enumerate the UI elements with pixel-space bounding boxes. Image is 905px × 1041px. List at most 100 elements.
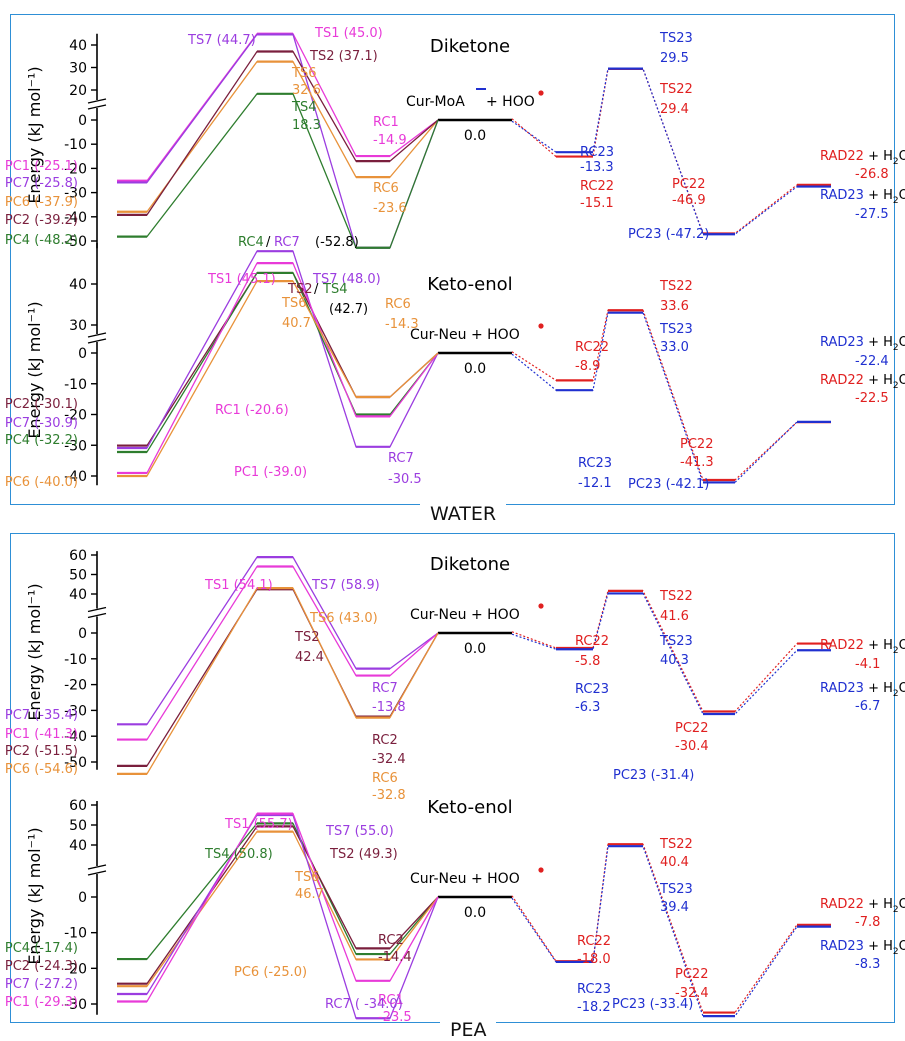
energy-label: / xyxy=(266,235,271,250)
energy-label: -22.4 xyxy=(855,354,889,369)
energy-label: TS22 xyxy=(659,279,693,294)
y-tick-label: 40 xyxy=(69,38,87,54)
energy-label: RC7 xyxy=(388,451,414,466)
y-tick-label: 30 xyxy=(69,61,87,77)
energy-label: TS23 xyxy=(659,31,693,46)
energy-label: RC23 xyxy=(575,682,609,697)
energy-label: -4.1 xyxy=(855,657,880,672)
axis-break-mark xyxy=(87,864,107,870)
energy-label: PC22 xyxy=(680,437,713,452)
energy-label: 40.4 xyxy=(660,855,689,870)
axis-break-mark xyxy=(87,612,107,619)
energy-label: TS2 xyxy=(294,630,319,645)
energy-label: TS2 xyxy=(287,282,312,297)
axis-break-mark xyxy=(87,98,107,104)
energy-label: 46.7 xyxy=(295,887,324,902)
energy-label: TS2 (49.3) xyxy=(329,847,398,862)
y-tick-label: -30 xyxy=(64,186,87,202)
energy-label: TS23 xyxy=(659,322,693,337)
energy-label: 40.3 xyxy=(660,653,689,668)
reference-label-2: + HOO xyxy=(486,94,535,110)
energy-label: -14.4 xyxy=(378,950,412,965)
y-tick-label: 0 xyxy=(78,113,87,129)
axis-break-gap xyxy=(94,608,100,617)
water-subscript: 2 xyxy=(893,381,899,391)
y-tick-label: 30 xyxy=(69,318,87,334)
energy-label: RC1 (-20.6) xyxy=(215,403,289,418)
energy-label: RC7 xyxy=(372,681,398,696)
energy-label: / xyxy=(314,282,319,297)
water-o: O xyxy=(899,897,905,912)
water-subscript: 2 xyxy=(893,646,899,656)
axis-break-gap xyxy=(94,334,100,342)
energy-label: -14.9 xyxy=(373,133,407,148)
water-subscript: 2 xyxy=(893,157,899,167)
energy-label: RAD22 + H2O xyxy=(820,373,905,391)
energy-label: TS7 (55.0) xyxy=(325,824,394,839)
pathway-23-connector xyxy=(511,312,798,484)
water-product-label: + H xyxy=(864,188,893,203)
water-product-label: + H xyxy=(864,939,893,954)
energy-label: -26.8 xyxy=(855,167,889,182)
energy-label: RC6 xyxy=(385,297,411,312)
y-tick-label: -50 xyxy=(64,755,87,771)
energy-label: TS4 xyxy=(322,282,347,297)
energy-label: -32.4 xyxy=(372,752,406,767)
y-tick-label: 50 xyxy=(69,818,87,834)
water-subscript: 2 xyxy=(893,196,899,206)
solvent-label-pea: PEA xyxy=(440,1019,497,1041)
y-tick-label: -10 xyxy=(64,377,87,393)
energy-label: PC23 (-47.2) xyxy=(628,227,709,242)
y-tick-label: -10 xyxy=(64,926,87,942)
axis-break-mark xyxy=(87,870,107,876)
energy-label: TS6 xyxy=(294,870,319,885)
energy-label: TS6 xyxy=(291,66,316,81)
energy-label: RC1 xyxy=(373,115,399,130)
energy-label: -32.4 xyxy=(675,986,709,1001)
panel-title: Keto-enol xyxy=(427,797,512,818)
energy-label: PC4 (-32.2) xyxy=(5,433,78,448)
water-product-label: + H xyxy=(864,373,893,388)
water-o: O xyxy=(899,373,905,388)
energy-label: -30.4 xyxy=(675,739,709,754)
energy-label: PC2 (-24.3) xyxy=(5,959,78,974)
y-tick-label: -40 xyxy=(64,469,87,485)
axis-break-mark xyxy=(87,338,107,344)
energy-label: TS6 xyxy=(281,296,306,311)
energy-label: PC4 (-48.2) xyxy=(5,233,78,248)
y-tick-label: -20 xyxy=(64,678,87,694)
y-axis-label: Energy (kJ mol⁻¹) xyxy=(25,66,44,203)
energy-label: -30.5 xyxy=(388,472,422,487)
energy-label: RC23 xyxy=(578,456,612,471)
energy-label: RAD22 + H2O xyxy=(820,638,905,656)
reference-value: 0.0 xyxy=(464,128,486,144)
energy-label: -23.5 xyxy=(378,1010,412,1025)
energy-label: TS1 (55.7) xyxy=(224,817,293,832)
energy-label: RC1 xyxy=(378,993,404,1008)
water-o: O xyxy=(899,681,905,696)
energy-label: TS23 xyxy=(659,634,693,649)
y-tick-label: -20 xyxy=(64,161,87,177)
energy-label: TS7 (58.9) xyxy=(311,578,380,593)
energy-label: PC6 (-25.0) xyxy=(234,965,307,980)
energy-label: RC22 xyxy=(577,934,611,949)
reference-label: Cur-MoA xyxy=(406,94,465,110)
y-tick-label: 60 xyxy=(69,548,87,564)
energy-label: -18.2 xyxy=(577,1000,611,1015)
energy-label: 41.6 xyxy=(660,609,689,624)
energy-label: 33.6 xyxy=(660,299,689,314)
energy-label: PC22 xyxy=(675,721,708,736)
energy-label: PC1 (-41.3) xyxy=(5,727,78,742)
energy-label: PC2 (-30.1) xyxy=(5,397,78,412)
energy-label: PC2 (-39.2) xyxy=(5,213,78,228)
energy-label: TS7 (48.0) xyxy=(312,272,381,287)
water-product-label: + H xyxy=(864,638,893,653)
y-tick-label: -40 xyxy=(64,729,87,745)
energy-label: -6.3 xyxy=(575,700,600,715)
energy-label: -15.1 xyxy=(580,196,614,211)
energy-label: -41.3 xyxy=(680,455,714,470)
energy-label: TS4 (50.8) xyxy=(204,847,273,862)
y-axis-label: Energy (kJ mol⁻¹) xyxy=(25,301,44,438)
energy-label: RC22 xyxy=(580,179,614,194)
